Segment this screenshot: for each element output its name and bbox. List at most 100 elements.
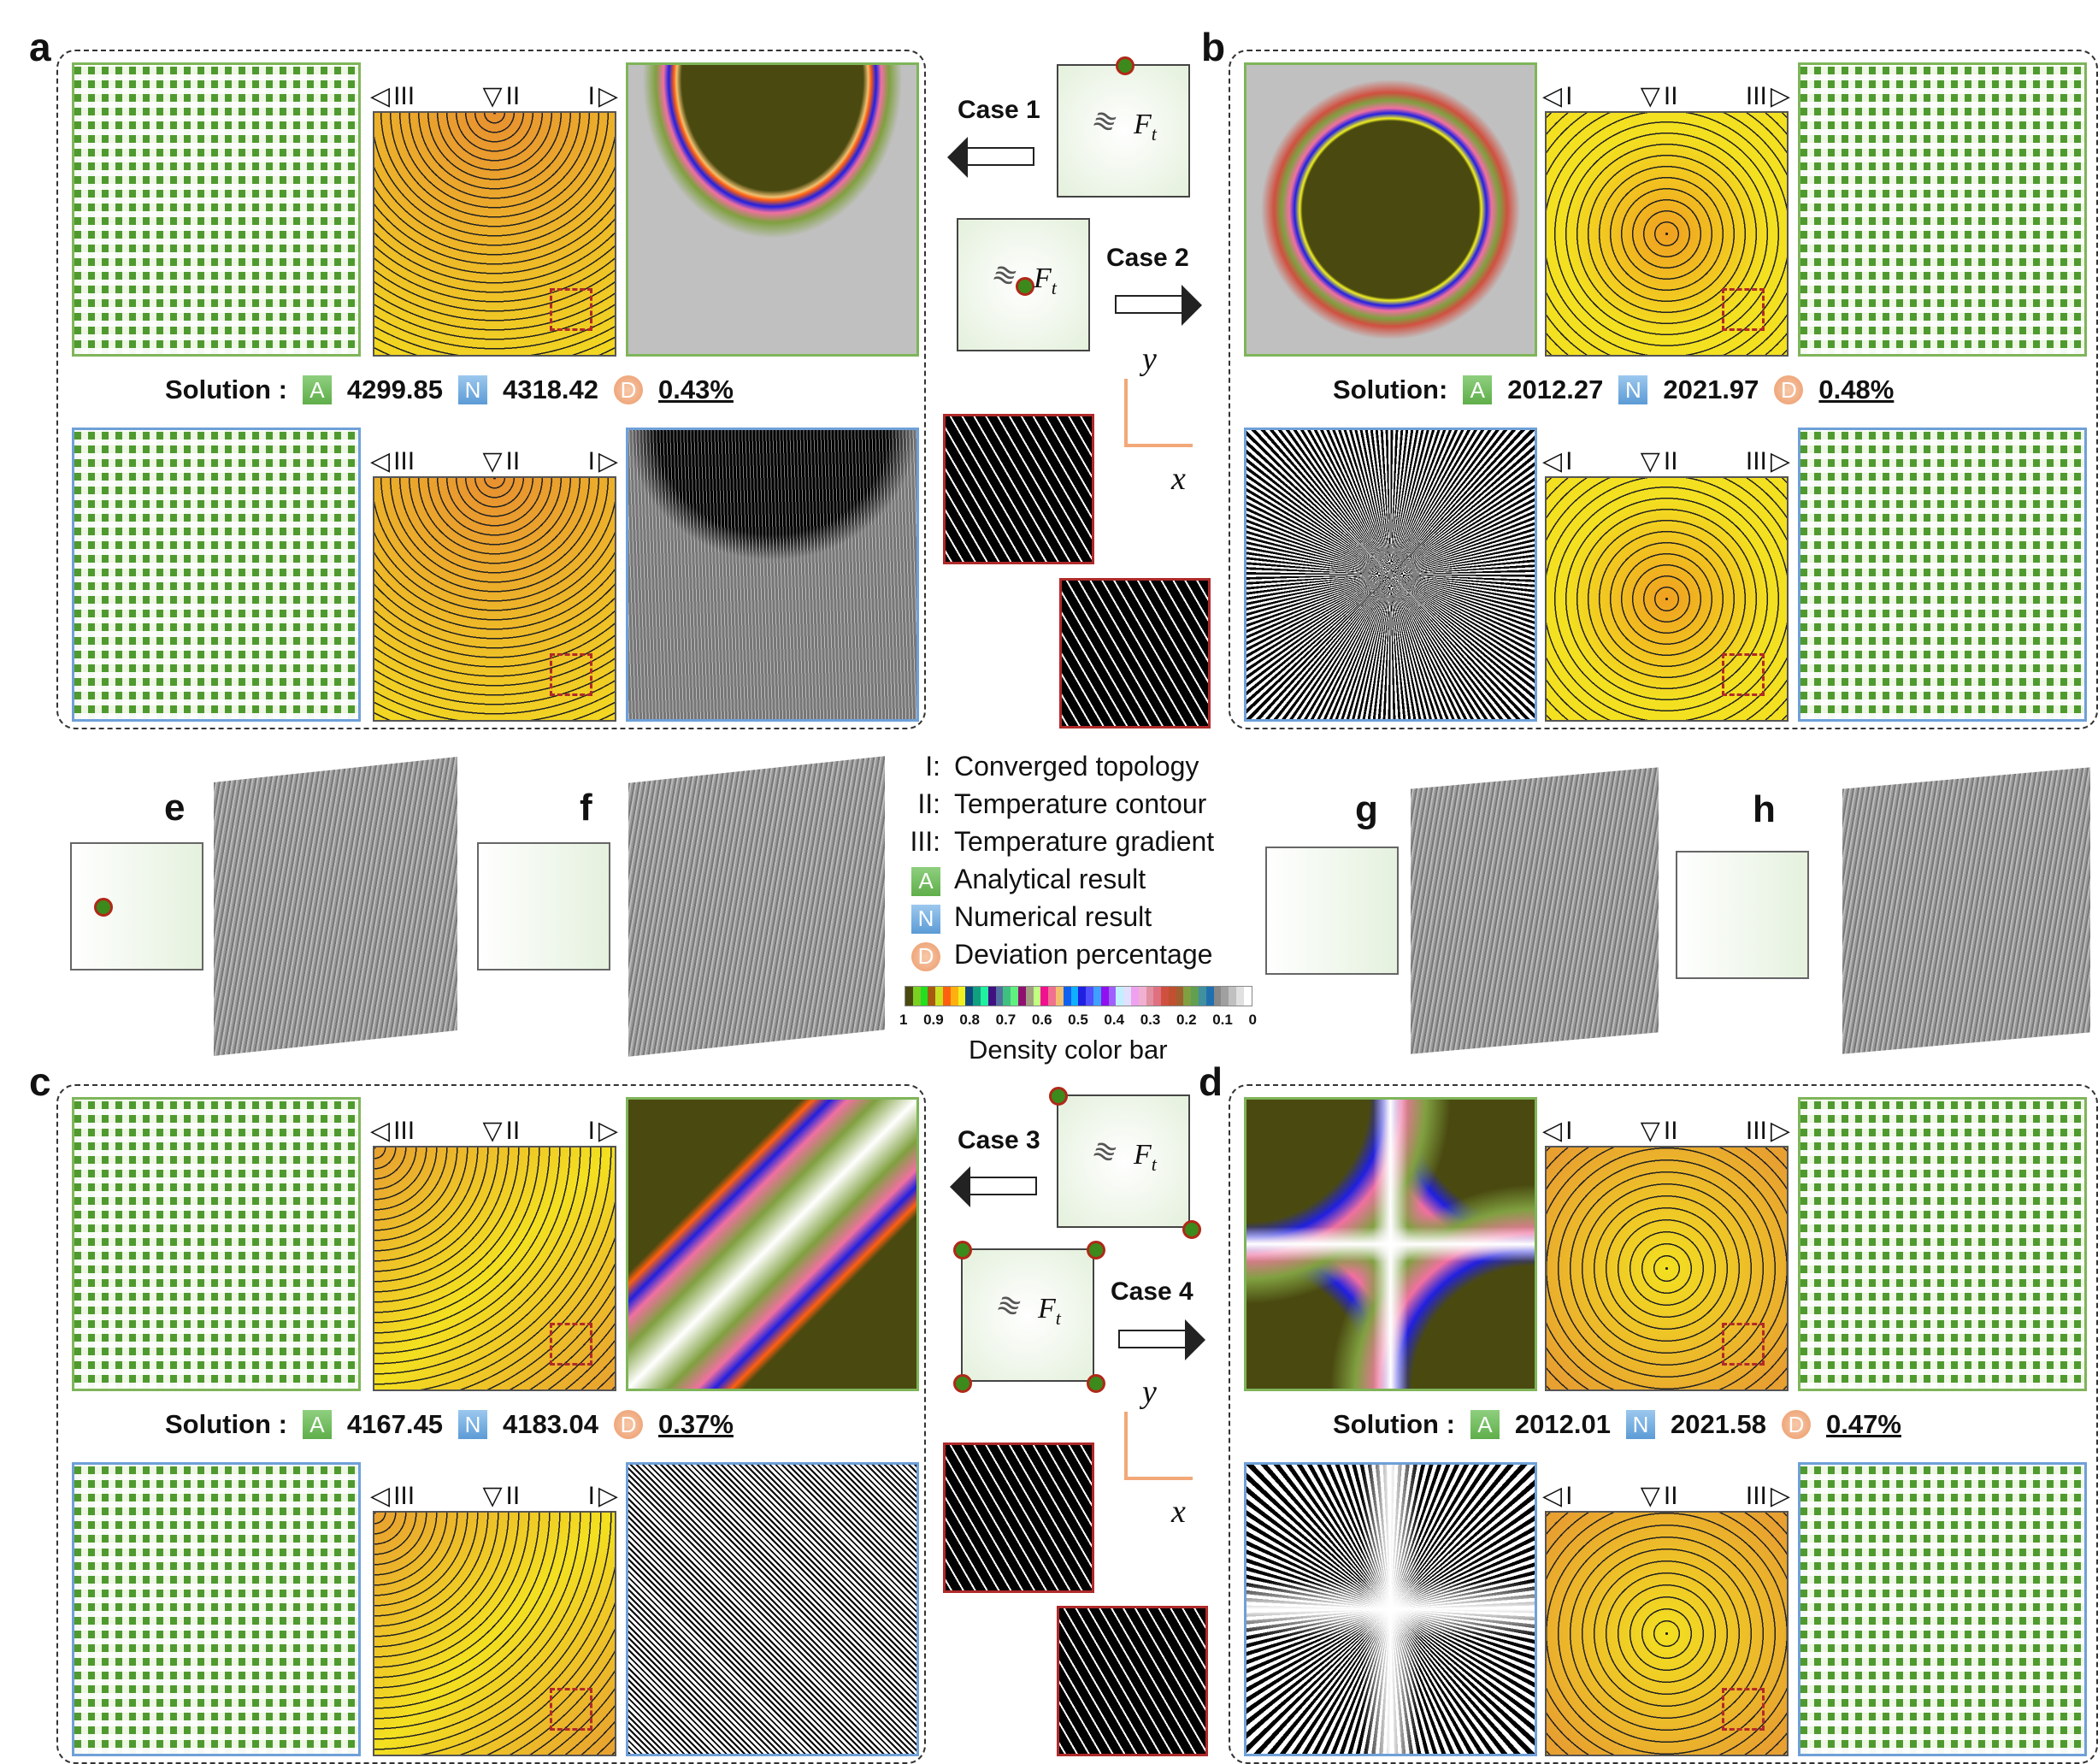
heat-sink-dot [1087,1374,1105,1393]
color-bar-swatch [1168,987,1176,1006]
color-bar-swatch [1176,987,1184,1006]
legend-key-text: N [911,904,940,934]
color-bar-swatch [1229,987,1237,1006]
view-letter: f [580,787,592,829]
y-axis-label: y [1142,341,1157,377]
triangle-down-icon: ▽ [482,82,503,110]
color-bar-swatch [1130,987,1139,1006]
case-3-schematic: ≋ Ft [1049,1087,1201,1239]
triangle-down-icon: ▽ [1640,447,1660,475]
solution-row: Solution : A 4167.45 N 4183.04 D 0.37% [165,1409,734,1440]
legend-key: A [889,864,940,896]
cube-render-e [214,757,457,1056]
color-bar-swatch [1025,987,1034,1006]
color-bar-swatch [1161,987,1169,1006]
view-label-text: III [393,81,415,110]
triangle-right-icon: ▷ [598,1482,618,1510]
panel-letter: c [29,1059,51,1104]
panel-a: ◁ III ▽ II I ▷ ◁ III ▽ II I ▷ Solution : A 4299.85 N 431… [56,50,926,729]
color-bar-tick: 0.6 [1031,1012,1052,1028]
analytical-value: 2012.01 [1514,1409,1611,1439]
view-label: I ▷ [588,446,618,476]
color-bar-swatch [1236,987,1244,1006]
heat-flux-icon: ≋ [992,1286,1027,1325]
temperature-contour-plot [373,1511,616,1756]
color-bar-swatch [1221,987,1229,1006]
case-1-schematic: ≋ Ft [1057,56,1190,198]
color-bar-swatch [1040,987,1049,1006]
zoom-region-marker [550,1323,592,1366]
view-label: ◁ III [370,81,415,111]
color-bar-swatch [1243,987,1252,1006]
analytical-badge: A [302,1410,332,1439]
color-bar-swatch [987,987,996,1006]
deviation-value: 0.37% [658,1409,734,1439]
case-label: Case 3 [958,1126,1040,1154]
temperature-contour-plot [373,111,616,357]
color-bar-swatch [1078,987,1087,1006]
view-label: ◁ III [370,446,415,476]
numerical-value: 2021.97 [1663,375,1759,404]
view-label-text: I [1565,81,1573,110]
topology-plot [626,1097,919,1391]
triangle-left-icon: ◁ [1542,82,1563,110]
color-bar-swatch [973,987,981,1006]
x-axis-arrow [1124,1477,1193,1480]
view-letter: h [1753,788,1776,830]
temperature-contour-plot [373,476,616,722]
heat-sink-dot [1049,1087,1068,1106]
color-bar-tick: 0 [1248,1012,1257,1028]
solution-label: Solution : [1333,1409,1455,1439]
heat-sink-dot [1016,277,1034,296]
view-label-text: III [393,1481,415,1510]
topology-plot [1244,428,1537,722]
case-label: Case 2 [1106,244,1189,272]
view-label: I ▷ [588,81,618,111]
zoom-inset [1059,578,1211,729]
view-label: ◁ III [370,1116,415,1146]
triangle-left-icon: ◁ [370,447,391,475]
analytical-badge: A [1470,1410,1500,1439]
deviation-badge: D [614,1410,644,1439]
color-bar-swatch [1138,987,1146,1006]
legend-key-text: II: [917,788,940,819]
arrow-right-icon [1115,285,1202,326]
triangle-left-icon: ◁ [370,82,391,110]
triangle-left-icon: ◁ [370,1117,391,1145]
topology-plot [1244,1097,1537,1391]
case-4-schematic: ≋ Ft [953,1241,1105,1393]
y-axis-label: y [1142,1374,1157,1410]
zoom-inset [1057,1606,1208,1756]
analytical-value: 2012.27 [1507,375,1604,404]
color-bar-swatch [942,987,951,1006]
numerical-badge: N [1618,375,1648,404]
legend-key: III: [889,826,940,858]
case-label: Case 4 [1111,1277,1193,1306]
color-bar-swatch [1003,987,1011,1006]
view-label: ◁ III [370,1481,415,1511]
view-label: ▽ II [482,446,520,476]
cube-schematic-f [477,842,610,970]
force-sub: t [1151,1153,1157,1175]
color-bar-title: Density color bar [969,1035,1168,1065]
color-bar-swatch [1183,987,1192,1006]
heat-sink-dot [94,898,113,917]
force-main: F [1038,1293,1056,1324]
view-label: I ▷ [588,1481,618,1511]
color-bar-swatch [912,987,921,1006]
solution-label: Solution: [1333,375,1448,404]
temperature-gradient-plot [1798,1462,2087,1756]
legend-key: II: [889,788,940,820]
color-bar-swatch [958,987,966,1006]
numerical-badge: N [457,375,487,404]
temperature-gradient-plot [72,1462,361,1756]
deviation-value: 0.48% [1818,375,1895,404]
y-axis-arrow [1124,1412,1128,1480]
zoom-region-marker [550,1688,592,1731]
zoom-region-marker [550,288,592,331]
legend-key: N [889,901,940,934]
view-label-text: I [1565,1481,1573,1510]
triangle-left-icon: ◁ [1542,447,1563,475]
x-axis-arrow [1124,444,1193,447]
